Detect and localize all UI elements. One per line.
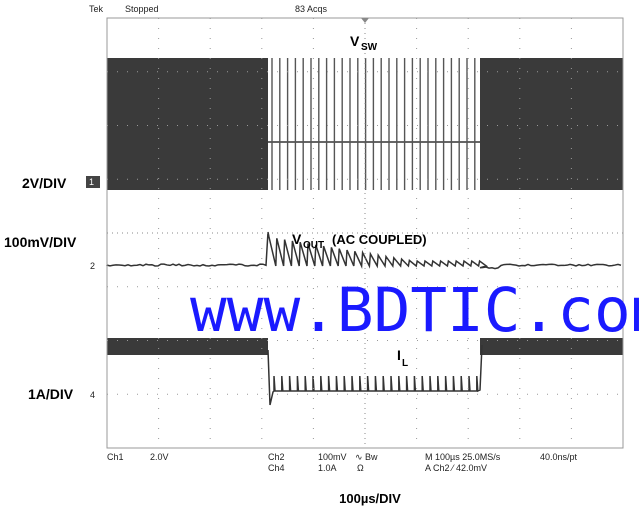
trigger-marker <box>361 18 369 23</box>
ch1-marker: 1 <box>89 177 94 187</box>
ch1-scale-readout: 2.0V <box>150 452 169 462</box>
acquisitions: 83 Acqs <box>295 4 328 14</box>
ch4: Ch4 <box>268 463 285 473</box>
vout-subscript: OUT <box>303 240 324 251</box>
trigger: A Ch2 ⁄ 42.0mV <box>425 463 487 473</box>
ch1: Ch1 <box>107 452 124 462</box>
ch4-scale-readout: 1.0A <box>318 463 337 473</box>
record: 40.0ns/pt <box>540 452 578 462</box>
ch4-marker: 4 <box>90 390 95 400</box>
scope-screenshot: Tek Stopped 83 Acqs 2V/DIV 1 100mV/DIV 2… <box>0 0 639 513</box>
ch4-scale: 1A/DIV <box>28 386 74 402</box>
il-subscript: L <box>402 358 408 369</box>
vout-label: V <box>292 231 302 247</box>
vsw-band <box>480 58 623 190</box>
ch4-flags: Ω <box>357 463 364 473</box>
ch2-scale: 100mV/DIV <box>4 234 77 250</box>
watermark: www.BDTIC.com <box>190 275 639 346</box>
timebase: 100µs/DIV <box>339 491 401 506</box>
horizontal: M 100µs 25.0MS/s <box>425 452 501 462</box>
ch1-scale: 2V/DIV <box>22 175 67 191</box>
ch2-marker: 2 <box>90 261 95 271</box>
il-trace <box>268 345 482 405</box>
vsw-label: V <box>350 33 360 49</box>
il-label: I <box>397 347 401 363</box>
vout-note: (AC COUPLED) <box>332 232 427 247</box>
brand: Tek <box>89 4 104 14</box>
ch2-scale-readout: 100mV <box>318 452 347 462</box>
status: Stopped <box>125 4 159 14</box>
vsw-subscript: SW <box>361 42 378 53</box>
ch2: Ch2 <box>268 452 285 462</box>
ch2-flags: ∿ Bw <box>355 452 378 462</box>
vsw-band <box>107 58 268 190</box>
